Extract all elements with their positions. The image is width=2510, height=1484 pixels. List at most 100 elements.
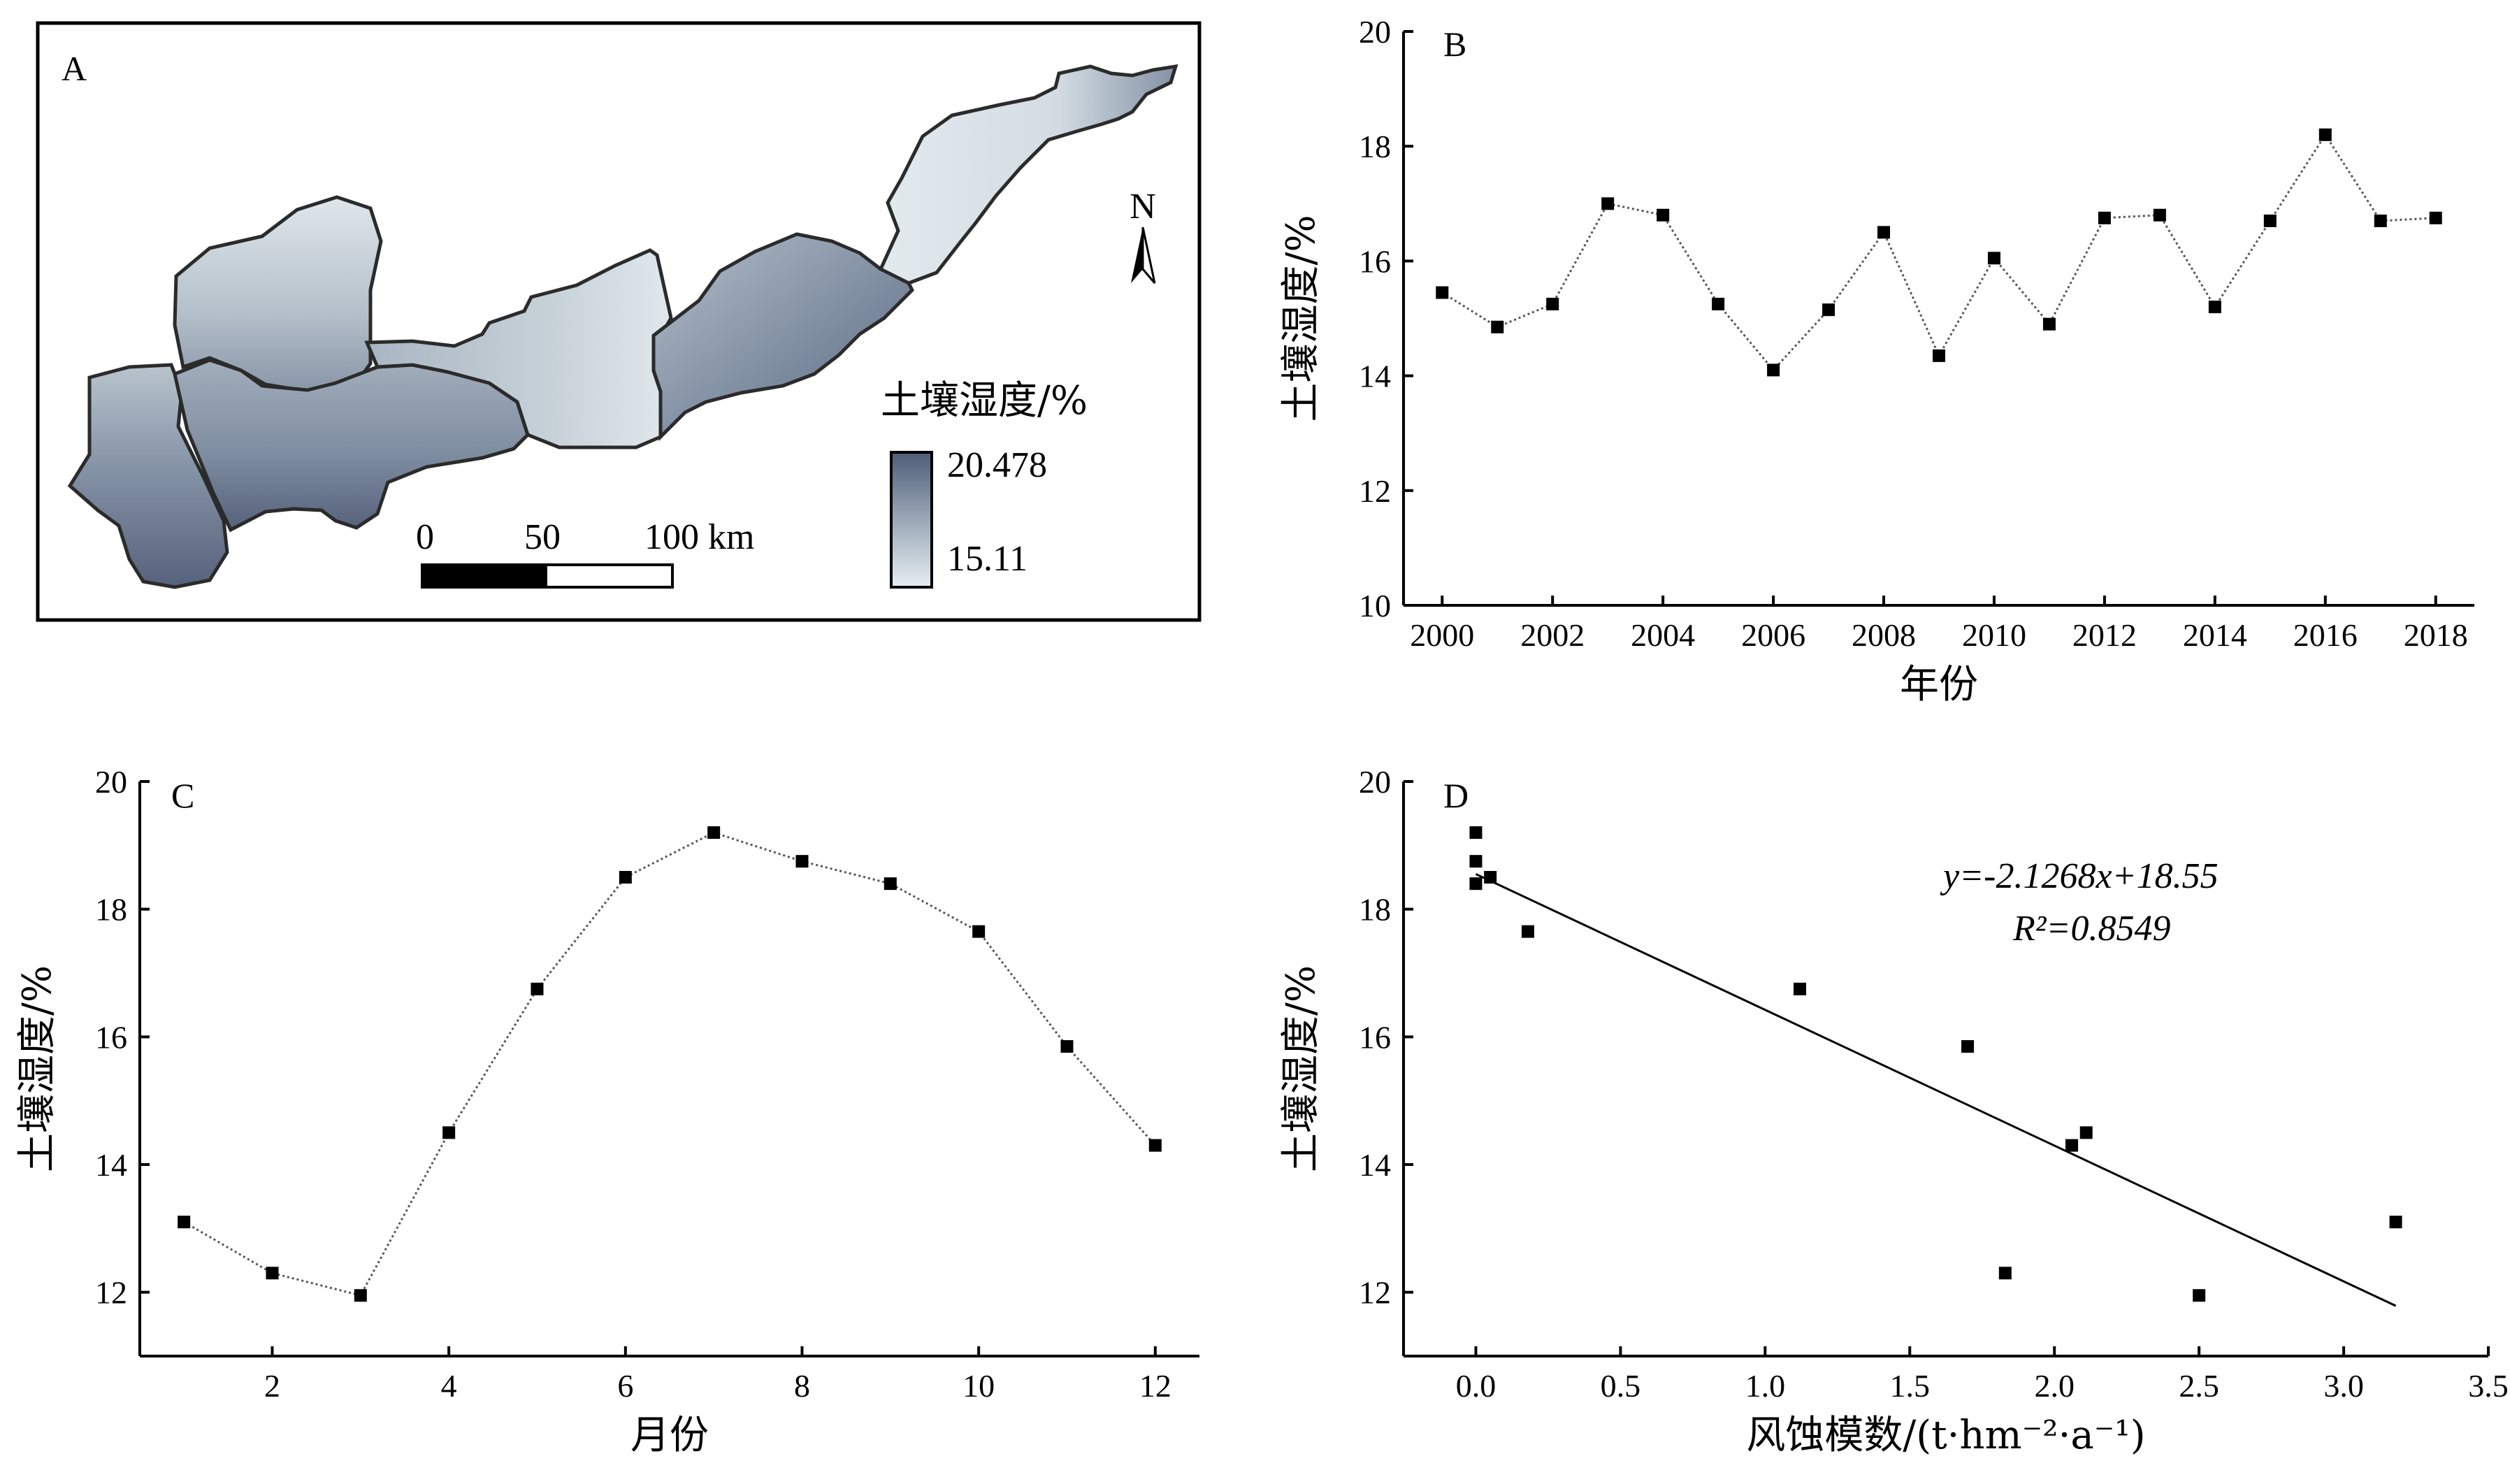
panel-b-xtick-label: 2004 [1631, 617, 1695, 653]
north-arrow-right [1141, 226, 1156, 284]
panel-d-r-squared: R²=0.8549 [2012, 909, 2170, 949]
map-frame [36, 21, 1202, 622]
panel-b-data-point [1436, 286, 1449, 299]
panel-b-data-point [1657, 208, 1670, 222]
panel-b-series-line [1441, 133, 2436, 372]
panel-b-ytick-label: 12 [1359, 473, 1391, 509]
panel-d-xtick-label: 3.5 [2468, 1368, 2509, 1404]
map-region-north-west [173, 195, 383, 394]
panel-c-ytick-label: 20 [95, 764, 127, 800]
panel-d-ylabel: 土壤湿度/% [1278, 965, 1324, 1172]
panel-b-data-point [2374, 214, 2387, 227]
panel-c-data-point [972, 925, 986, 938]
panel-d-data-point [1521, 925, 1534, 938]
panel-d-xtick-label: 0.5 [1601, 1368, 1641, 1404]
panel-b-xtick-label: 2018 [2404, 617, 2468, 653]
panel-c-data-point [266, 1267, 279, 1280]
panel-b-data-point [1933, 349, 1945, 362]
scale-bar-black-segment [422, 565, 547, 587]
panel-c-ytick-label: 12 [95, 1275, 127, 1311]
panel-b-ytick-label: 20 [1359, 14, 1391, 50]
panel-d-ytick-label: 14 [1359, 1147, 1391, 1183]
panel-d-xtick-label: 1.5 [1890, 1368, 1931, 1404]
panel-b-data-point [1491, 320, 1504, 333]
panel-d-data-point [1961, 1040, 1975, 1053]
panel-b-data-point [2042, 317, 2056, 331]
panel-d-data-point [1484, 871, 1497, 884]
panel-d-label: D [1443, 776, 1469, 815]
panel-d-xtick-label: 2.0 [2034, 1368, 2075, 1404]
panel-b-ytick-label: 10 [1359, 588, 1391, 624]
panel-c-xtick-label: 8 [794, 1368, 810, 1404]
panel-d-xtick-label: 1.0 [1745, 1368, 1786, 1404]
panel-b-ytick-label: 18 [1359, 129, 1391, 164]
panel-d-xlabel: 风蚀模数/(t·hm⁻²·a⁻¹) [1746, 1413, 2145, 1458]
panel-d-scatter-chart: D 12 14 16 18 20 0.0 0.5 1.0 1.5 2.0 2.5 3.0 3.5 风蚀模数/… [1278, 764, 2509, 1458]
panel-b-ytick-label: 16 [1359, 243, 1391, 279]
panel-d-data-point [1469, 826, 1483, 840]
panel-c-ytick-label: 16 [95, 1019, 127, 1055]
panel-c-data-point [442, 1126, 456, 1139]
panel-b-xtick-label: 2000 [1410, 617, 1474, 653]
panel-d-ytick-label: 20 [1359, 764, 1391, 800]
panel-c-data-point [883, 877, 897, 891]
panel-b-ylabel: 土壤湿度/% [1278, 215, 1324, 422]
panel-b-data-point [2263, 214, 2277, 227]
panel-d-fit-equation: y=-2.1268x+18.55 [1940, 856, 2219, 896]
north-arrow: N [1130, 187, 1156, 284]
panel-d-data-point [2065, 1139, 2079, 1152]
panel-b-xtick-label: 2012 [2072, 617, 2137, 653]
panel-b-xtick-label: 2008 [1852, 617, 1916, 653]
panel-b-data-point [1767, 363, 1780, 377]
panel-c-data-point [531, 982, 544, 995]
panel-b-data-point [1712, 297, 1725, 310]
panel-b-ytick-label: 14 [1359, 359, 1391, 394]
panel-b-xtick-label: 2006 [1741, 617, 1805, 653]
panel-c-data-point [619, 871, 632, 884]
map-legend-max: 20.478 [947, 445, 1047, 485]
panel-c-label: C [171, 776, 194, 815]
panel-c-data-point [707, 826, 721, 840]
panel-b-xlabel: 年份 [1900, 662, 1978, 707]
panel-b-data-point [1601, 197, 1615, 210]
panel-b-yearly-chart: B 10 12 14 16 18 20 2000 2002 2004 2006 2008 2010 201… [1278, 14, 2474, 707]
panel-c-ytick-label: 14 [95, 1147, 127, 1183]
panel-b-data-point [2318, 128, 2332, 141]
panel-b-data-point [2153, 208, 2166, 222]
map-legend-colorbar [890, 451, 933, 589]
panel-a-label: A [62, 49, 87, 88]
north-arrow-left [1131, 227, 1143, 283]
panel-b-data-point [1546, 297, 1559, 310]
panel-c-xtick-label: 6 [617, 1368, 633, 1404]
panel-d-fit-line [1475, 873, 2397, 1307]
map-legend-min: 15.11 [947, 539, 1027, 579]
scale-label-0: 0 [416, 517, 434, 557]
panel-b-data-point [1877, 226, 1891, 239]
panel-b-data-point [1822, 303, 1835, 317]
panel-c-data-point [178, 1216, 191, 1229]
panel-b-label: B [1443, 24, 1466, 64]
panel-c-monthly-chart: C 12 14 16 18 20 2 4 6 8 10 12 月份 土壤湿度/% [15, 764, 1199, 1458]
panel-d-xtick-label: 3.0 [2323, 1368, 2364, 1404]
scale-label-100km: 100 km [644, 517, 754, 557]
panel-c-xtick-label: 10 [962, 1368, 995, 1404]
north-arrow-label: N [1130, 187, 1156, 226]
map-region-north-east [878, 64, 1178, 285]
scale-label-50: 50 [524, 517, 561, 557]
map-legend-title: 土壤湿度/% [881, 378, 1088, 424]
panel-d-ytick-label: 16 [1359, 1019, 1391, 1055]
panel-c-xlabel: 月份 [630, 1413, 709, 1458]
panel-b-xtick-label: 2002 [1520, 617, 1585, 653]
panel-c-data-point [1060, 1040, 1074, 1053]
panel-b-data-point [2429, 211, 2442, 224]
panel-b-data-point [2208, 301, 2221, 314]
panel-b-xtick-label: 2010 [1962, 617, 2026, 653]
panel-c-ylabel: 土壤湿度/% [15, 965, 60, 1172]
panel-d-data-point [2193, 1289, 2206, 1302]
panel-c-ytick-label: 18 [95, 892, 127, 928]
panel-d-data-point [1469, 855, 1483, 868]
panel-b-xtick-label: 2014 [2183, 617, 2247, 653]
panel-d-data-point [1793, 982, 1806, 995]
panel-c-xtick-label: 12 [1139, 1368, 1171, 1404]
